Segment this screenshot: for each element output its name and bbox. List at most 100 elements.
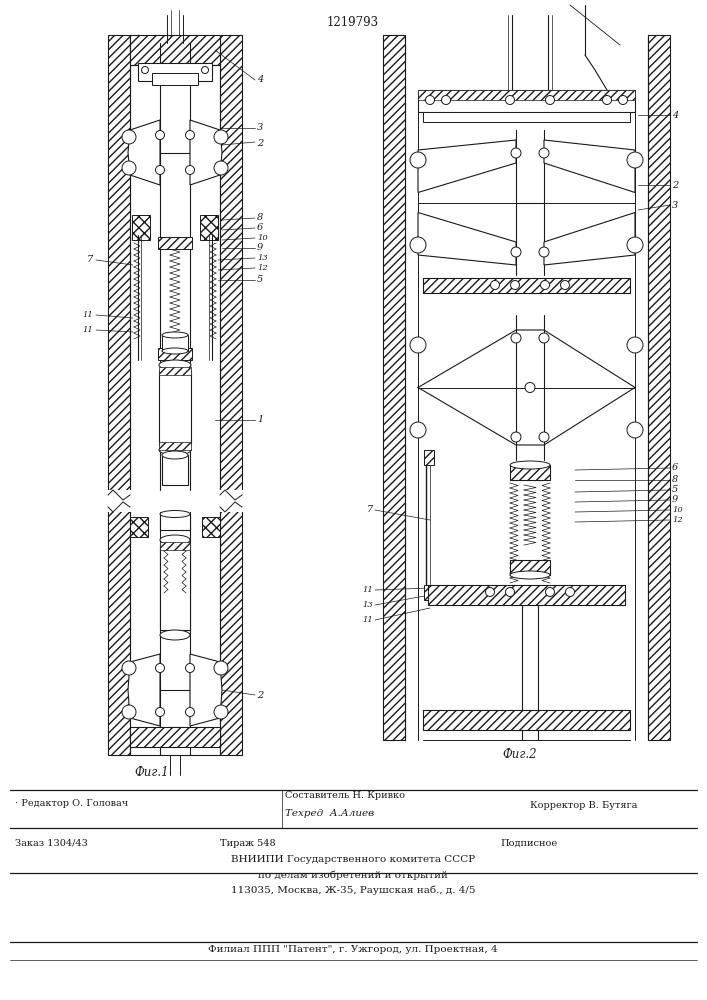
- Polygon shape: [128, 120, 160, 185]
- Text: 2: 2: [672, 180, 678, 190]
- Ellipse shape: [159, 360, 191, 370]
- Bar: [202, 517, 220, 537]
- Ellipse shape: [539, 432, 549, 442]
- Text: 5: 5: [672, 486, 678, 494]
- Ellipse shape: [539, 148, 549, 158]
- Bar: [130, 35, 220, 65]
- Text: 9: 9: [672, 495, 678, 504]
- Ellipse shape: [162, 451, 188, 459]
- Bar: [158, 348, 192, 360]
- Bar: [152, 73, 198, 85]
- Text: 12: 12: [672, 516, 683, 524]
- Ellipse shape: [122, 661, 136, 675]
- Bar: [423, 278, 630, 293]
- Text: 1219793: 1219793: [327, 15, 379, 28]
- Text: Заказ 1304/43: Заказ 1304/43: [15, 838, 88, 848]
- Text: · Редактор О. Головач: · Редактор О. Головач: [15, 798, 128, 808]
- Bar: [162, 455, 188, 485]
- Text: 3: 3: [257, 123, 263, 132]
- Bar: [162, 335, 188, 351]
- Text: Филиал ППП "Патент", г. Ужгород, ул. Проектная, 4: Филиал ППП "Патент", г. Ужгород, ул. Про…: [208, 946, 498, 954]
- Text: 5: 5: [257, 275, 263, 284]
- Bar: [108, 35, 130, 755]
- Bar: [130, 517, 148, 537]
- Ellipse shape: [160, 630, 190, 640]
- Ellipse shape: [566, 587, 575, 596]
- Text: Техред  А.Алиев: Техред А.Алиев: [285, 808, 374, 818]
- Ellipse shape: [214, 161, 228, 175]
- Ellipse shape: [511, 148, 521, 158]
- Bar: [424, 585, 434, 600]
- Bar: [510, 560, 550, 575]
- Ellipse shape: [540, 280, 549, 290]
- Ellipse shape: [185, 708, 194, 716]
- Polygon shape: [190, 120, 222, 185]
- Ellipse shape: [160, 510, 190, 518]
- Text: 11: 11: [362, 586, 373, 594]
- Text: 13: 13: [257, 254, 268, 262]
- Ellipse shape: [511, 333, 521, 343]
- Text: ВНИИПИ Государственного комитета СССР: ВНИИПИ Государственного комитета СССР: [231, 856, 475, 864]
- Text: 4: 4: [257, 76, 263, 85]
- Ellipse shape: [185, 130, 194, 139]
- Text: 13: 13: [362, 601, 373, 609]
- Text: Тираж 548: Тираж 548: [220, 838, 276, 848]
- Ellipse shape: [160, 535, 190, 545]
- Bar: [160, 514, 190, 530]
- Ellipse shape: [159, 445, 191, 455]
- Text: 10: 10: [672, 506, 683, 514]
- Ellipse shape: [156, 165, 165, 174]
- Polygon shape: [128, 654, 160, 726]
- Polygon shape: [418, 213, 516, 265]
- Bar: [218, 490, 244, 512]
- Ellipse shape: [627, 422, 643, 438]
- Bar: [428, 585, 625, 605]
- Ellipse shape: [156, 664, 165, 672]
- Text: 4: 4: [672, 110, 678, 119]
- Ellipse shape: [539, 333, 549, 343]
- Bar: [220, 35, 242, 755]
- Bar: [158, 237, 192, 249]
- Ellipse shape: [122, 705, 136, 719]
- Text: 8: 8: [672, 475, 678, 484]
- Bar: [160, 545, 190, 630]
- Text: 7: 7: [87, 255, 93, 264]
- Ellipse shape: [410, 337, 426, 353]
- Ellipse shape: [627, 237, 643, 253]
- Ellipse shape: [410, 422, 426, 438]
- Text: Фиг.2: Фиг.2: [503, 748, 537, 762]
- Text: Составитель Н. Кривко: Составитель Н. Кривко: [285, 792, 405, 800]
- Text: Корректор В. Бутяга: Корректор В. Бутяга: [530, 800, 638, 810]
- Ellipse shape: [122, 130, 136, 144]
- Ellipse shape: [441, 96, 450, 104]
- Bar: [418, 90, 635, 100]
- Ellipse shape: [486, 587, 494, 596]
- Ellipse shape: [156, 130, 165, 139]
- Bar: [423, 710, 630, 730]
- Ellipse shape: [141, 66, 148, 74]
- Text: 10: 10: [257, 234, 268, 242]
- Text: 2: 2: [257, 138, 263, 147]
- Bar: [648, 35, 670, 740]
- Ellipse shape: [156, 708, 165, 716]
- Ellipse shape: [511, 432, 521, 442]
- Bar: [130, 727, 220, 747]
- Text: 8: 8: [257, 214, 263, 223]
- Bar: [106, 490, 132, 512]
- Text: 11: 11: [82, 311, 93, 319]
- Bar: [159, 442, 191, 450]
- Text: 12: 12: [257, 264, 268, 272]
- Ellipse shape: [214, 705, 228, 719]
- Bar: [159, 370, 191, 445]
- Bar: [160, 542, 190, 550]
- Text: 9: 9: [257, 243, 263, 252]
- Bar: [200, 215, 218, 240]
- Polygon shape: [190, 654, 222, 726]
- Ellipse shape: [162, 348, 188, 354]
- Bar: [423, 112, 630, 122]
- Ellipse shape: [561, 280, 570, 290]
- Ellipse shape: [510, 461, 550, 469]
- Text: 6: 6: [257, 224, 263, 232]
- Ellipse shape: [546, 96, 554, 104]
- Ellipse shape: [491, 280, 500, 290]
